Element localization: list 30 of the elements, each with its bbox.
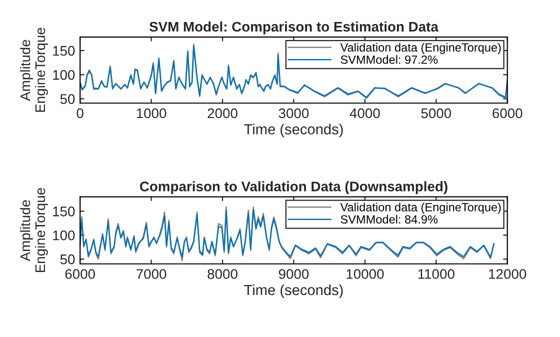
y-tick-label: 100 [53,230,75,240]
x-tick-label: 12000 [489,269,526,279]
legend-label: Validation data (EngineTorque) [340,202,501,214]
legend-label: SVMModel: 97.2% [340,55,438,64]
y-tick-label: 150 [53,206,75,216]
y-tick-label: 100 [53,70,75,80]
y-tick-label: 50 [60,94,75,104]
x-axis-title: Time (seconds) [244,124,343,138]
legend-label: SVMModel: 84.9% [340,214,438,224]
x-tick-label: 11000 [418,269,454,279]
chart-title: Comparison to Validation Data (Downsampled) [140,181,448,194]
x-tick-label: 2000 [208,108,238,118]
chart-title: SVM Model: Comparison to Estimation Data [149,21,439,34]
x-tick-label: 9000 [278,269,309,279]
x-tick-label: 10000 [346,269,384,279]
y-tick-label: 150 [53,46,75,56]
x-tick-label: 5000 [421,108,452,118]
x-tick-label: 1000 [136,108,166,118]
x-tick-label: 8000 [208,269,238,279]
y-axis-title: Amplitude EngineTorque [20,28,48,112]
x-tick-label: 6000 [492,108,522,118]
y-axis-title: Amplitude EngineTorque [20,188,48,272]
y-tick-label: 50 [60,254,75,264]
x-tick-label: 6000 [65,269,95,279]
legend-label: Validation data (EngineTorque) [340,42,501,54]
x-axis-title: Time (seconds) [244,284,343,298]
x-tick-label: 3000 [278,108,309,118]
x-tick-label: 0 [76,108,84,118]
x-tick-label: 4000 [350,108,380,118]
x-tick-label: 7000 [136,269,166,279]
